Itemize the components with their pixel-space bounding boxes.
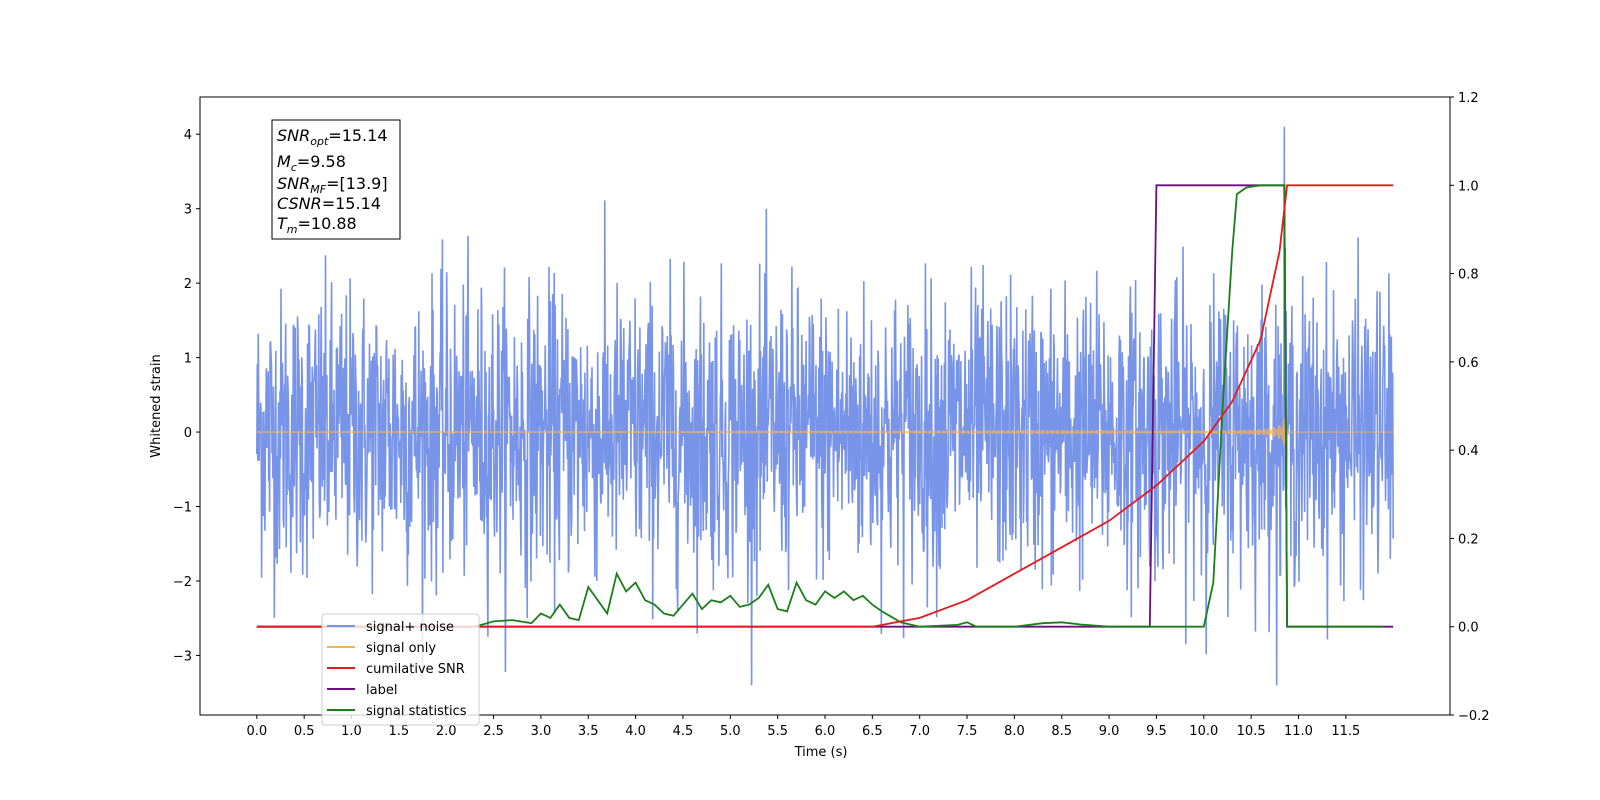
x-tick-label: 2.0 <box>436 724 457 739</box>
x-tick-label: 9.5 <box>1146 724 1167 739</box>
y-right-tick-label: 1.0 <box>1458 179 1479 194</box>
y-axis-label: Whitened strain <box>149 354 164 457</box>
x-tick-label: 8.5 <box>1051 724 1072 739</box>
series-layer <box>256 126 1394 686</box>
y-right-tick-label: −0.2 <box>1458 709 1490 724</box>
y-right-tick-label: 0.4 <box>1458 444 1479 459</box>
y-right-tick-label: 1.2 <box>1458 91 1479 106</box>
legend: signal+ noise signal only cumilative SNR la… <box>321 613 480 726</box>
y-right-tick-label: 0.6 <box>1458 356 1479 371</box>
annotation-line: Mc=9.58 <box>277 152 346 174</box>
legend-label: signal+ noise <box>366 620 454 635</box>
x-tick-label: 11.0 <box>1284 724 1313 739</box>
legend-frame <box>321 613 480 726</box>
annotation-line: SNRopt=15.14 <box>277 126 388 148</box>
legend-label: cumilative SNR <box>366 662 465 677</box>
y-axis-left: −3 −2 −1 0 1 2 3 4 <box>173 128 200 664</box>
series-signal-noise <box>256 126 1394 686</box>
x-tick-label: 6.5 <box>862 724 883 739</box>
x-tick-label: 1.0 <box>341 724 362 739</box>
x-tick-label: 2.5 <box>483 724 504 739</box>
x-axis: 0.0 0.5 1.0 1.5 2.0 2.5 3.0 3.5 4.0 4.5 5.0 5.5 6.0 6… <box>246 715 1360 739</box>
legend-label: signal statistics <box>366 704 467 719</box>
x-tick-label: 6.0 <box>815 724 836 739</box>
x-tick-label: 5.0 <box>720 724 741 739</box>
annotation-box: SNRopt=15.14 Mc=9.58SNRMF=[13.9]CSNR=15.1… <box>271 119 401 240</box>
x-tick-label: 9.0 <box>1099 724 1120 739</box>
x-tick-label: 4.5 <box>673 724 694 739</box>
y-left-tick-label: 4 <box>184 128 192 143</box>
x-tick-label: 11.5 <box>1331 724 1360 739</box>
x-tick-label: 10.5 <box>1237 724 1266 739</box>
x-axis-label: Time (s) <box>794 745 848 760</box>
y-left-tick-label: −1 <box>173 501 192 516</box>
annotation-frame <box>271 119 401 240</box>
x-tick-label: 8.0 <box>1004 724 1025 739</box>
x-tick-label: 1.5 <box>389 724 410 739</box>
y-left-tick-label: 3 <box>184 203 192 218</box>
y-left-tick-label: −2 <box>173 575 192 590</box>
series-cumulative-snr <box>256 184 1394 628</box>
x-tick-label: 0.0 <box>246 724 267 739</box>
x-tick-label: 7.5 <box>957 724 978 739</box>
y-left-tick-label: 0 <box>184 426 192 441</box>
x-tick-label: 7.0 <box>909 724 930 739</box>
y-right-tick-label: 0.8 <box>1458 268 1479 283</box>
legend-label: signal only <box>366 641 436 656</box>
y-axis-right: −0.2 0.0 0.2 0.4 0.6 0.8 1.0 1.2 <box>1450 91 1490 724</box>
y-right-tick-label: 0.2 <box>1458 532 1479 547</box>
x-tick-label: 3.0 <box>531 724 552 739</box>
x-tick-label: 5.5 <box>767 724 788 739</box>
y-right-tick-label: 0.0 <box>1458 621 1479 636</box>
annotation-line: Tm=10.88 <box>277 214 357 236</box>
series-signal-only <box>256 418 1394 447</box>
x-tick-label: 0.5 <box>294 724 315 739</box>
legend-label: label <box>366 683 397 698</box>
x-tick-label: 4.0 <box>625 724 646 739</box>
y-left-tick-label: 1 <box>184 352 192 367</box>
y-left-tick-label: 2 <box>184 277 192 292</box>
series-signal-statistics <box>256 184 1384 628</box>
x-tick-label: 3.5 <box>578 724 599 739</box>
annotation-line: SNRMF=[13.9] <box>277 174 388 196</box>
x-tick-label: 10.0 <box>1189 724 1218 739</box>
y-left-tick-label: −3 <box>173 649 192 664</box>
annotation-line: CSNR=15.14 <box>277 194 381 213</box>
